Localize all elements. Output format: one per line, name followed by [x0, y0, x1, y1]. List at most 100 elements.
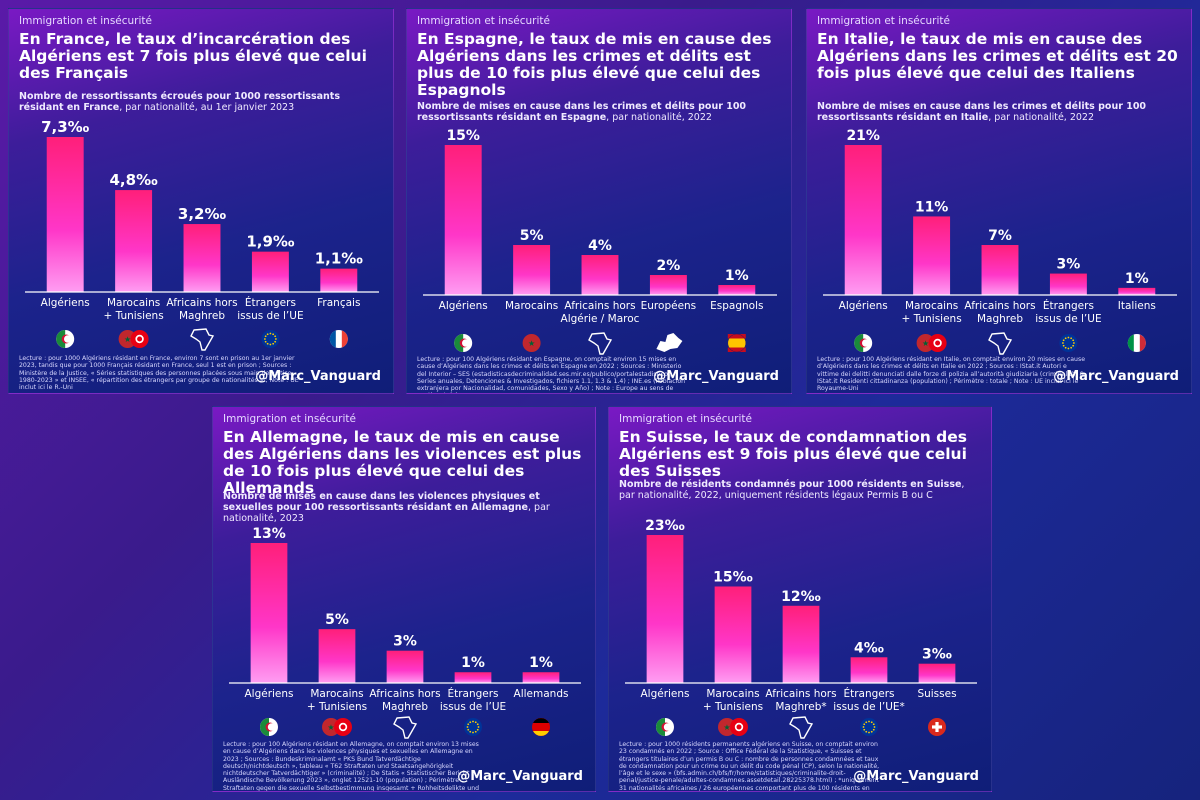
bar-chart: 7,3‰ Algériens 4,8‰ Marocains + Tunisiens 3,2… [9, 111, 393, 326]
category-label: Marocains [505, 300, 558, 312]
subtitle-rest: , par nationalité, 2022 [606, 112, 712, 123]
bar [183, 224, 221, 292]
category-label: Maghreb [382, 701, 428, 713]
bar-value-label: 1% [1125, 271, 1149, 287]
algeria-flag-icon [56, 330, 75, 348]
subtitle-rest: , par nationalité, au 1er janvier 2023 [119, 102, 295, 113]
category-label: Algérie / Maroc [561, 313, 640, 325]
bar [522, 672, 560, 683]
bar [250, 543, 288, 683]
bar [714, 586, 752, 683]
subtitle-rest: , par nationalité, 2022 [988, 112, 1095, 123]
morocco-tunisia-flag-icon: ★ [118, 330, 149, 348]
subtitle-bold: Nombre de ressortissants écroués pour 10… [19, 91, 341, 113]
chart-subtitle: Nombre de mises en cause dans les crimes… [417, 101, 781, 123]
bar [46, 137, 84, 292]
bar-value-label: 5% [325, 612, 349, 628]
category-label: issus de l’UE [1035, 313, 1101, 325]
author-handle: @Marc_Vanguard [853, 769, 979, 784]
bar-value-label: 21% [846, 128, 880, 144]
category-label: + Tunisiens [902, 313, 962, 325]
bar-value-label: 1% [529, 655, 553, 671]
bar-value-label: 7,3‰ [41, 118, 90, 136]
algeria-flag-icon [260, 718, 278, 736]
category-label: Maghreb [179, 310, 225, 322]
subtitle-bold: Nombre de mises en cause dans les crimes… [817, 101, 1147, 123]
switzerland-flag-icon [928, 718, 946, 736]
flag-row: ★ [407, 331, 791, 355]
chart-subtitle: Nombre de mises en cause dans les violen… [223, 491, 585, 524]
category-label: Italiens [1118, 300, 1156, 312]
kicker: Immigration et insécurité [417, 15, 550, 27]
category-label: Africains hors [564, 300, 635, 312]
chart-subtitle: Nombre de mises en cause dans les crimes… [817, 101, 1181, 123]
category-label: Suisses [917, 688, 956, 700]
bar-value-label: 4% [588, 238, 612, 254]
bar-value-label: 3‰ [922, 647, 952, 663]
flag-svg: ★ [56, 328, 348, 351]
svg-text:★: ★ [124, 335, 131, 344]
category-label: Allemands [514, 688, 569, 700]
category-label: Étrangers [447, 687, 498, 700]
bar [386, 650, 424, 683]
bar [844, 145, 882, 295]
chart-subtitle: Nombre de résidents condamnés pour 1000 … [619, 479, 981, 501]
kicker: Immigration et insécurité [619, 413, 752, 425]
bar [320, 268, 358, 292]
footnote: Lecture : pour 100 Algériens résidant en… [817, 356, 1086, 393]
footnote: Lecture : pour 100 Algériens résidant en… [223, 741, 480, 792]
author-handle: @Marc_Vanguard [255, 369, 381, 384]
bar-value-label: 5% [520, 228, 544, 244]
category-label: Algériens [640, 688, 689, 700]
bar [646, 535, 684, 683]
category-label: Africains hors [964, 300, 1035, 312]
category-label: Africains hors [369, 688, 440, 700]
category-label: Algériens [839, 300, 888, 312]
author-handle: @Marc_Vanguard [653, 369, 779, 384]
author-handle: @Marc_Vanguard [457, 769, 583, 784]
category-label: Africains hors [166, 297, 237, 309]
chart-title: En Italie, le taux de mis en cause des A… [817, 30, 1178, 82]
kicker: Immigration et insécurité [817, 15, 950, 27]
subtitle-rest: , par nationalité, 2023 [223, 502, 550, 524]
germany-flag-icon [532, 718, 550, 736]
category-label: Africains hors [765, 688, 836, 700]
bar [913, 216, 951, 295]
svg-text:★: ★ [922, 339, 929, 348]
bar [981, 245, 1019, 295]
footnote: Lecture : pour 1000 résidents permanents… [619, 741, 880, 792]
chart-svg: 7,3‰ Algériens 4,8‰ Marocains+ Tunisiens 3,2… [25, 118, 379, 322]
flag-svg: ★ [854, 332, 1146, 355]
subtitle-rest: , par nationalité, 2022, uniquement rési… [619, 479, 965, 501]
bar-value-label: 1% [725, 268, 749, 284]
chart-title: En Espagne, le taux de mis en cause des … [417, 30, 772, 99]
category-label: Espagnols [710, 300, 763, 312]
bar-value-label: 1,1‰ [315, 250, 364, 268]
chart-svg: 13% Algériens 5% Marocains+ Tunisiens 3% Afri… [229, 526, 581, 713]
panel-allemagne: Immigration et insécurité En Allemagne, … [212, 406, 596, 792]
bar [115, 190, 153, 292]
bar-value-label: 1% [461, 655, 485, 671]
chart-title: En Allemagne, le taux de mis en cause de… [223, 428, 582, 497]
bar-value-label: 2% [657, 258, 681, 274]
flag-row: ★ [807, 331, 1191, 355]
bar [1049, 273, 1087, 295]
subtitle-bold: Nombre de mises en cause dans les crimes… [417, 101, 747, 123]
category-label: issus de l’UE [237, 310, 303, 322]
category-label: issus de l’UE [440, 701, 506, 713]
europe-flag-icon [656, 333, 683, 352]
flag-row: ★ [213, 715, 595, 739]
bar-value-label: 7% [988, 228, 1012, 244]
svg-text:★: ★ [723, 723, 730, 732]
bar [782, 605, 820, 683]
category-label: Maghreb* [775, 701, 826, 713]
italy-flag-icon [1127, 334, 1146, 352]
bar-value-label: 3% [393, 634, 417, 650]
category-label: Étrangers [245, 296, 296, 309]
chart-title: En Suisse, le taux de condamnation des A… [619, 428, 968, 480]
chart-subtitle: Nombre de ressortissants écroués pour 10… [19, 91, 383, 113]
bar [581, 255, 619, 295]
bar [454, 672, 492, 683]
bar [649, 275, 687, 295]
spain-flag-icon [727, 333, 747, 353]
